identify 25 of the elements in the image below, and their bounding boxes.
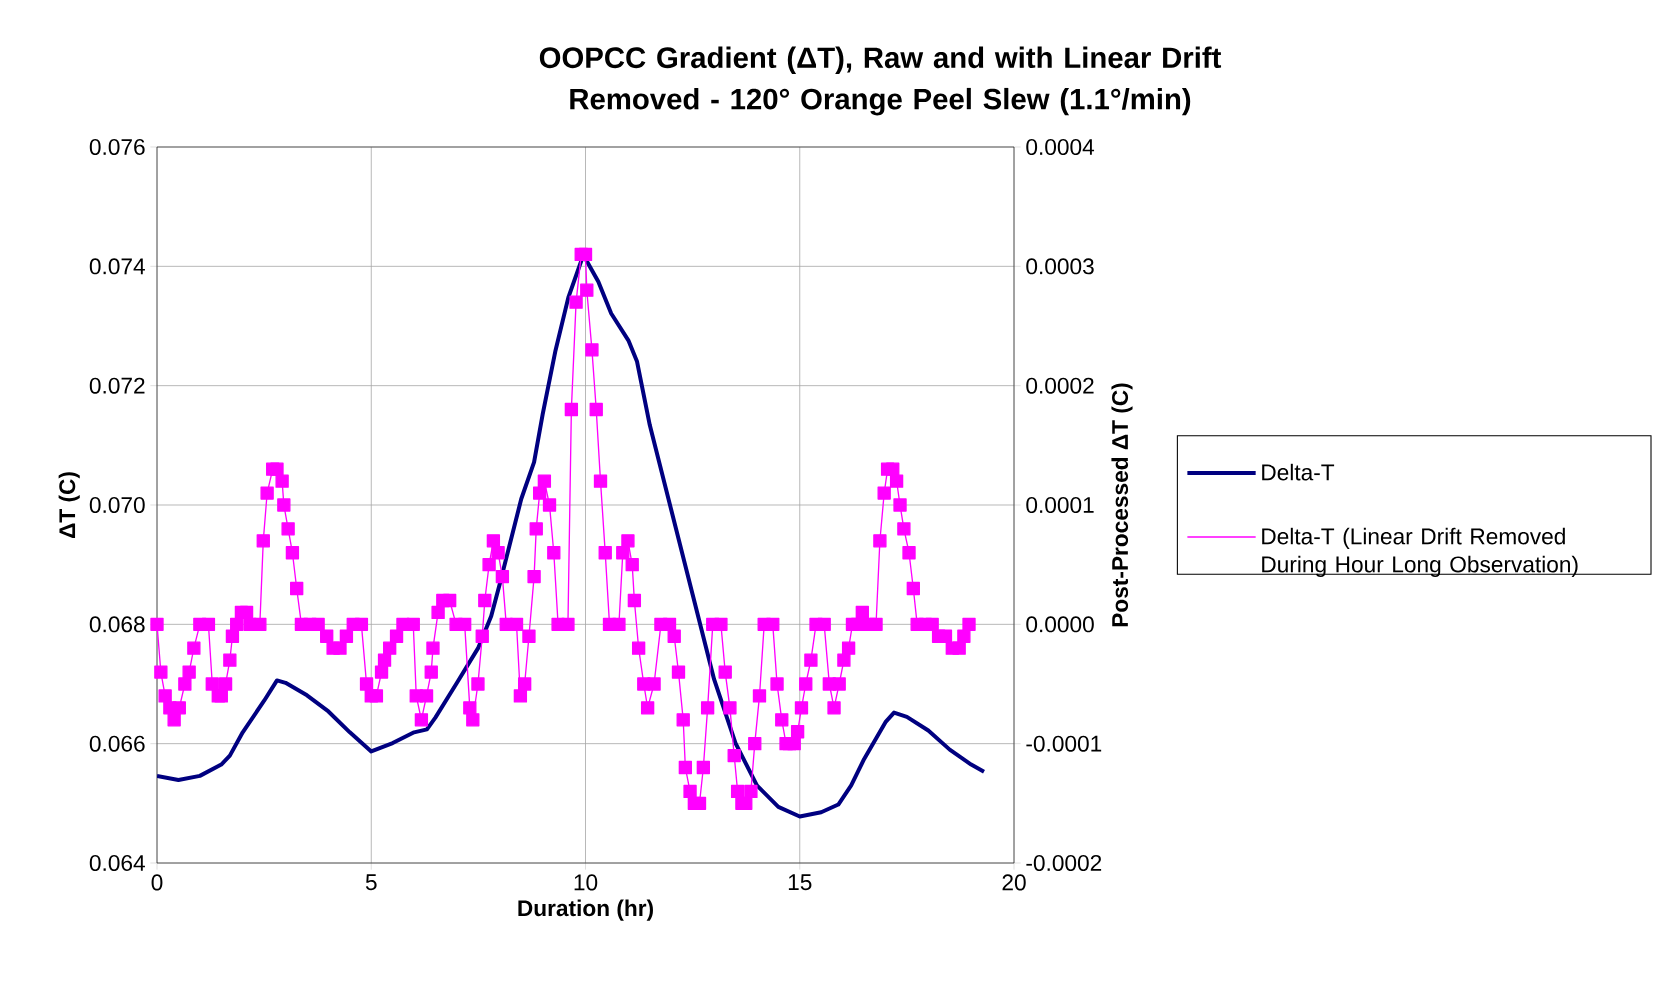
y-axis-title: ΔT (C) <box>58 472 80 539</box>
x-tick-label: 0 <box>151 874 163 891</box>
y2-tick-label: 0.0001 <box>1026 496 1094 514</box>
y2-tick-label: 0.0000 <box>1026 616 1094 633</box>
y-tick-label: 0.066 <box>89 735 145 752</box>
y-tick-label: 0.070 <box>89 496 145 514</box>
y2-tick-label: 0.0003 <box>1026 258 1094 275</box>
y2-axis-title: Post-Processed ΔT (C) <box>1111 383 1133 627</box>
y2-tick-label: -0.0002 <box>1026 854 1102 872</box>
legend-label: Delta-T <box>1262 463 1335 481</box>
legend-label: Delta-T (Linear Drift Removed During Hour Long Observation) <box>1262 527 1578 577</box>
y-tick-label: 0.064 <box>89 854 145 872</box>
x-tick-label: 15 <box>788 874 812 891</box>
x-axis-title: Duration (hr) <box>518 899 653 921</box>
x-tick-label: 5 <box>365 874 377 891</box>
y-tick-label: 0.074 <box>89 258 145 275</box>
y2-tick-label: -0.0001 <box>1026 735 1102 752</box>
y-tick-label: 0.076 <box>89 138 145 156</box>
chart-title: OOPCC Gradient (ΔT), Raw and with Linear Drift Removed - 120° Orange Peel Slew (1.1°/min) <box>539 46 1222 116</box>
y2-tick-label: 0.0002 <box>1026 377 1094 394</box>
y-tick-label: 0.072 <box>89 377 145 394</box>
y-tick-label: 0.068 <box>89 616 145 633</box>
x-tick-label: 10 <box>574 874 598 891</box>
y2-tick-label: 0.0004 <box>1026 138 1095 156</box>
x-tick-label: 20 <box>1002 874 1026 891</box>
